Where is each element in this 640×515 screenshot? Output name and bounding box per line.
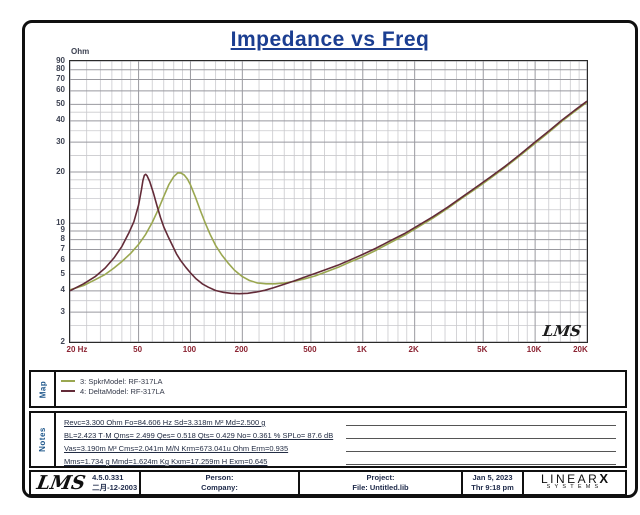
map-label: Map	[38, 380, 47, 398]
version-date: 二月-12-2003	[92, 483, 138, 492]
footer-cell-datetime: Jan 5, 2023 Thr 9:18 pm	[463, 472, 524, 494]
footer-cell-project: Project: File: Untitled.lib	[300, 472, 463, 494]
impedance-chart	[70, 61, 587, 342]
x-tick-label: 20K	[573, 345, 588, 354]
note-blank-line	[346, 438, 616, 439]
note-blank-line	[346, 425, 616, 426]
report-frame: Impedance vs Freq Ohm LMS 2 3 4 5 6 7 8 9 10 20 30…	[22, 20, 638, 498]
legend-label: 4: DeltaModel: RF-317LA	[80, 386, 165, 396]
lms-logo: LMS	[35, 472, 88, 494]
legend-swatch-deltamodel	[61, 390, 75, 392]
x-tick-label: 2K	[408, 345, 419, 354]
y-tick-label: 5	[60, 268, 65, 278]
plot-area: LMS	[69, 60, 588, 343]
linearx-x: X	[599, 471, 609, 486]
x-tick-label: 200	[234, 345, 249, 354]
footer-cell-brand: LINEARX SYSTEMS	[524, 472, 625, 494]
x-tick-label: 20 Hz	[66, 345, 88, 354]
footer-cell-person: Person: Company:	[141, 472, 300, 494]
y-tick-label: 4	[60, 285, 65, 295]
x-tick-label: 10K	[526, 345, 542, 354]
y-tick-label: 7	[60, 244, 65, 254]
x-tick-label: 1K	[356, 345, 367, 354]
y-tick-label: 10	[56, 217, 65, 227]
lms-watermark: LMS	[541, 322, 583, 340]
y-tick-label: 3	[60, 306, 65, 316]
y-tick-label: 6	[60, 255, 65, 265]
footer-cell-version: LMS 4.5.0.331 二月-12-2003	[31, 472, 141, 494]
note-blank-line	[346, 451, 616, 452]
notes-label: Notes	[38, 427, 48, 452]
legend-swatch-spkrmodel	[61, 380, 75, 382]
y-tick-label: 70	[56, 74, 65, 84]
y-tick-label: 9	[60, 225, 65, 235]
map-section: Map 3: SpkrModel: RF-317LA 4: DeltaModel…	[29, 370, 627, 408]
note-line: Revc=3.300 Ohm Fo=84.606 Hz Sd=3.318m M²…	[64, 418, 266, 427]
footer-bar: LMS 4.5.0.331 二月-12-2003 Person: Company…	[29, 470, 627, 496]
page-title: Impedance vs Freq	[230, 28, 430, 51]
x-tick-label: 100	[182, 345, 197, 354]
note-line: Mms=1.734 g Mmd=1.624m Kg Kxm=17.259m H …	[64, 457, 268, 466]
y-tick-label: 60	[56, 85, 65, 95]
legend-item: 3: SpkrModel: RF-317LA	[61, 376, 165, 386]
y-tick-label: 40	[56, 115, 65, 125]
linearx-systems-text: SYSTEMS	[546, 484, 603, 490]
y-tick-label: 8	[60, 234, 65, 244]
y-tick-label: 50	[56, 98, 65, 108]
y-tick-label: 90	[56, 55, 65, 65]
legend-item: 4: DeltaModel: RF-317LA	[61, 386, 165, 396]
time-text: Thr 9:18 pm	[471, 483, 514, 492]
x-tick-label: 500	[303, 345, 317, 354]
y-tick-label: 2	[60, 336, 65, 346]
date-text: Jan 5, 2023	[472, 473, 513, 482]
file-label: File: Untitled.lib	[352, 483, 409, 492]
note-line: BL=2.423 T·M Qms= 2.499 Qes= 0.518 Qts= …	[64, 431, 334, 440]
legend: 3: SpkrModel: RF-317LA 4: DeltaModel: RF…	[61, 376, 165, 396]
legend-label: 3: SpkrModel: RF-317LA	[80, 376, 163, 386]
company-label: Company:	[201, 483, 238, 492]
note-blank-line	[346, 464, 616, 465]
person-label: Person:	[205, 473, 234, 482]
y-tick-label: 80	[56, 64, 65, 74]
version-text: 4.5.0.331	[92, 473, 124, 482]
note-line: Vas=3.190m M³ Cms=2.041m M/N Krm=673.041…	[64, 444, 289, 453]
linearx-logo: LINEARX SYSTEMS	[540, 471, 609, 490]
ohm-unit-label: Ohm	[71, 47, 90, 56]
x-tick-label: 5K	[477, 345, 488, 354]
project-label: Project:	[366, 473, 395, 482]
y-tick-label: 20	[56, 166, 65, 176]
notes-section: Notes Revc=3.300 Ohm Fo=84.606 Hz Sd=3.3…	[29, 411, 627, 468]
x-tick-label: 50	[133, 345, 143, 354]
y-tick-label: 30	[56, 136, 65, 146]
